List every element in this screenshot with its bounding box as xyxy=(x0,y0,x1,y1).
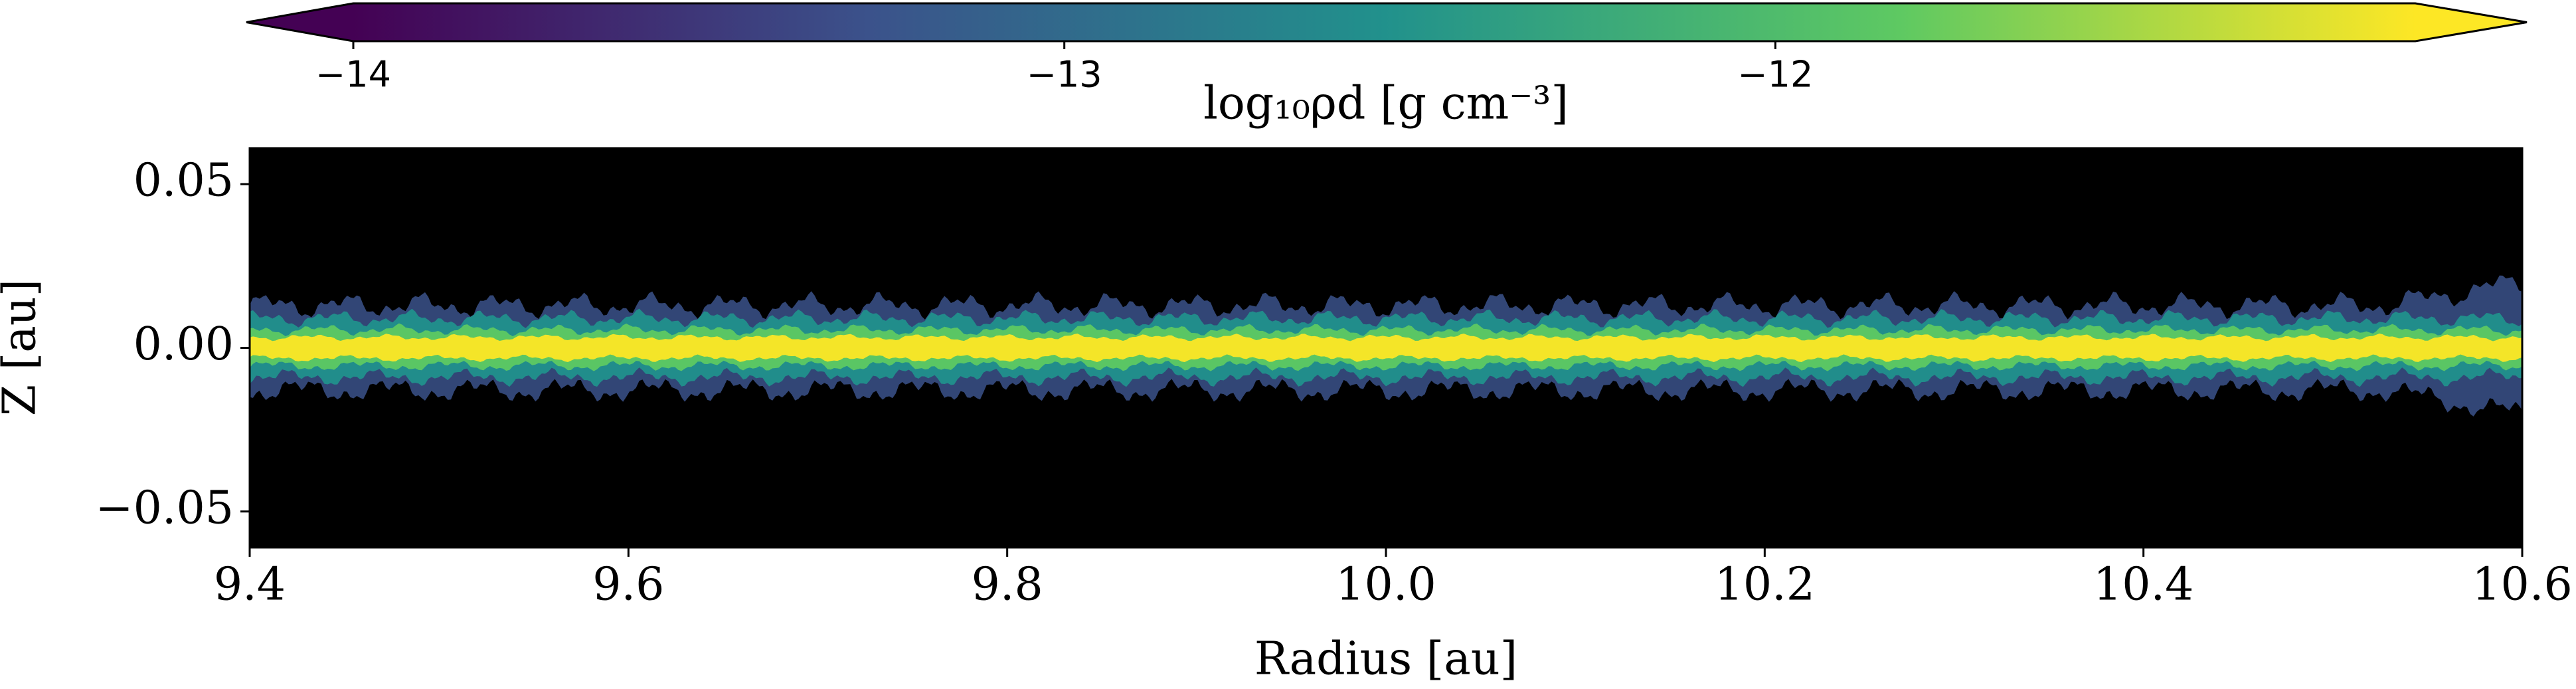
x-tick-label: 10.6 xyxy=(2472,559,2572,611)
colorbar xyxy=(353,3,2415,41)
colorbar-tick-label: −14 xyxy=(315,54,391,96)
dust-layer xyxy=(250,334,2522,363)
colorbar-label: log₁₀ρd [g cm⁻³] xyxy=(1203,78,1569,130)
y-tick-label: −0.05 xyxy=(96,482,234,534)
x-tick-label: 10.0 xyxy=(1335,559,1436,611)
colorbar-tick-label: −12 xyxy=(1737,54,1813,96)
x-tick-label: 9.4 xyxy=(214,559,286,611)
x-tick-label: 10.4 xyxy=(2093,559,2193,611)
y-axis-label: Z [au] xyxy=(0,279,46,416)
colorbar-extend-low xyxy=(246,3,353,41)
colorbar-extend-high xyxy=(2415,3,2527,41)
y-tick-label: 0.00 xyxy=(133,318,234,371)
x-tick-label: 10.2 xyxy=(1715,559,1815,611)
y-tick-label: 0.05 xyxy=(133,155,234,207)
x-tick-label: 9.8 xyxy=(972,559,1043,611)
colorbar-tick-label: −13 xyxy=(1027,54,1102,96)
x-axis-label: Radius [au] xyxy=(1254,633,1517,686)
x-tick-label: 9.6 xyxy=(592,559,664,611)
